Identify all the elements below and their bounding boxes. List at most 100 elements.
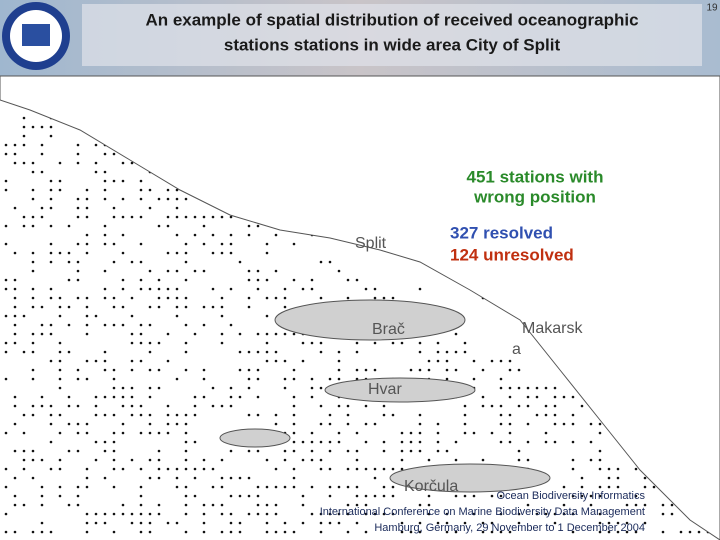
station-dot [634, 467, 638, 471]
station-dot [373, 494, 377, 498]
station-dot [526, 503, 530, 507]
station-dot [31, 377, 35, 381]
station-dot [184, 440, 188, 444]
station-dot [157, 197, 161, 201]
station-dot [94, 170, 98, 174]
station-dot [193, 494, 197, 498]
station-dot [67, 395, 71, 399]
station-dot [238, 476, 242, 480]
station-dot [265, 332, 269, 336]
station-dot [175, 485, 179, 489]
station-dot [31, 296, 35, 300]
station-dot [256, 287, 260, 291]
station-dot [130, 368, 134, 372]
station-dot [400, 431, 404, 435]
station-dot [103, 323, 107, 327]
station-dot [139, 530, 143, 534]
station-dot [67, 260, 71, 264]
station-dot [670, 503, 674, 507]
station-dot [103, 368, 107, 372]
station-dot [40, 323, 44, 327]
station-dot [184, 251, 188, 255]
station-dot [238, 494, 242, 498]
station-dot [121, 395, 125, 399]
station-dot [373, 467, 377, 471]
station-dot [31, 368, 35, 372]
station-dot [211, 251, 215, 255]
station-dot [229, 521, 233, 525]
station-dot [562, 422, 566, 426]
station-dot [157, 368, 161, 372]
station-dot [247, 296, 251, 300]
station-dot [94, 521, 98, 525]
station-dot [346, 296, 350, 300]
station-dot [238, 350, 242, 354]
station-dot [211, 215, 215, 219]
station-dot [130, 359, 134, 363]
station-dot [247, 386, 251, 390]
station-dot [139, 323, 143, 327]
station-dot [121, 233, 125, 237]
station-dot [652, 485, 656, 489]
station-dot [274, 332, 278, 336]
station-dot [40, 206, 44, 210]
station-dot [643, 476, 647, 480]
station-dot [265, 503, 269, 507]
station-dot [337, 485, 341, 489]
station-dot [382, 494, 386, 498]
station-dot [139, 431, 143, 435]
station-dot [67, 449, 71, 453]
station-dot [22, 467, 26, 471]
station-dot [454, 368, 458, 372]
station-dot [427, 359, 431, 363]
station-dot [85, 251, 89, 255]
station-dot [544, 404, 548, 408]
station-dot [49, 260, 53, 264]
station-dot [301, 341, 305, 345]
station-dot [166, 404, 170, 408]
station-dot [22, 449, 26, 453]
station-dot [571, 467, 575, 471]
station-dot [382, 449, 386, 453]
station-dot [355, 521, 359, 525]
station-dot [553, 395, 557, 399]
station-dot [67, 422, 71, 426]
station-dot [40, 305, 44, 309]
station-dot [157, 278, 161, 282]
station-dot [301, 440, 305, 444]
station-dot [202, 305, 206, 309]
title-line: An example of spatial distribution of re… [145, 10, 638, 29]
station-dot [13, 143, 17, 147]
station-dot [184, 260, 188, 264]
station-dot [256, 269, 260, 273]
station-dot [508, 359, 512, 363]
station-dot [598, 485, 602, 489]
station-dot [85, 467, 89, 471]
station-dot [31, 269, 35, 273]
station-dot [553, 440, 557, 444]
station-dot [40, 170, 44, 174]
station-dot [139, 359, 143, 363]
title-box [82, 4, 702, 66]
station-dot [598, 431, 602, 435]
station-dot [121, 305, 125, 309]
station-dot [436, 341, 440, 345]
station-dot [103, 188, 107, 192]
station-dot [139, 512, 143, 516]
station-dot [58, 467, 62, 471]
station-dot [13, 530, 17, 534]
station-dot [49, 179, 53, 183]
station-dot [616, 476, 620, 480]
station-dot [580, 404, 584, 408]
station-dot [4, 152, 8, 156]
station-dot [499, 377, 503, 381]
station-dot [139, 188, 143, 192]
station-dot [130, 413, 134, 417]
station-dot [220, 215, 224, 219]
station-dot [661, 503, 665, 507]
station-dot [283, 296, 287, 300]
station-dot [76, 503, 80, 507]
station-dot [292, 422, 296, 426]
station-dot [31, 350, 35, 354]
station-dot [157, 224, 161, 228]
